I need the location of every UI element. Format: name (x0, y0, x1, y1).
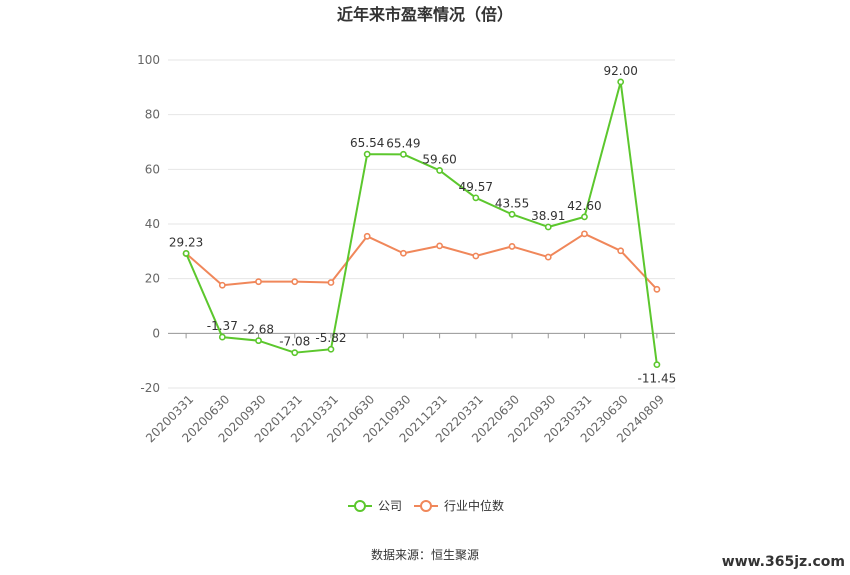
data-label: 29.23 (169, 235, 203, 249)
series-line (185, 80, 658, 365)
data-point[interactable] (508, 210, 516, 218)
data-label: 49.57 (459, 180, 493, 194)
data-point[interactable] (182, 250, 190, 257)
legend-item-company[interactable]: 公司 (348, 499, 402, 513)
data-label: 65.54 (350, 136, 384, 150)
y-tick-label: 100 (137, 53, 160, 67)
y-axis: 100 80 60 40 20 0 -20 (137, 53, 160, 395)
x-axis: 2020033120200630202009302020123120210331… (143, 332, 675, 445)
series-layer: 29.23 -1.37 -2.68 -7.08 -5.82 65.54 65.4959.60… (169, 64, 676, 386)
data-point[interactable] (436, 242, 444, 250)
data-label: 59.60 (422, 152, 456, 166)
data-point[interactable] (255, 337, 262, 345)
legend-label-company: 公司 (378, 499, 402, 513)
data-point[interactable] (472, 194, 480, 202)
source-note: 数据来源：恒生聚源 (371, 547, 479, 562)
data-point[interactable] (617, 247, 625, 255)
y-tick-label: 0 (152, 326, 160, 340)
series-0: 29.23 -1.37 -2.68 -7.08 -5.82 65.54 65.4959.60… (169, 64, 676, 386)
legend[interactable]: 公司 行业中位数 (348, 498, 504, 513)
watermark: www.365jz.com (722, 554, 845, 570)
data-point[interactable] (544, 223, 552, 231)
y-tick-label: 20 (145, 272, 160, 286)
data-point[interactable] (617, 78, 625, 86)
data-point[interactable] (653, 361, 661, 369)
data-point[interactable] (291, 278, 299, 286)
series-line (185, 232, 658, 291)
data-point[interactable] (653, 285, 661, 293)
data-point[interactable] (581, 230, 588, 238)
data-point[interactable] (544, 253, 552, 261)
data-point[interactable] (363, 150, 371, 158)
series-1 (182, 230, 661, 293)
y-tick-label: 60 (145, 162, 160, 176)
data-point[interactable] (399, 150, 407, 158)
data-point[interactable] (508, 243, 516, 250)
data-point[interactable] (327, 279, 335, 286)
data-label: -1.37 (207, 319, 238, 333)
data-label: -7.08 (279, 335, 310, 349)
data-point[interactable] (291, 349, 299, 357)
legend-label-industry-median: 行业中位数 (444, 498, 504, 513)
data-point[interactable] (472, 252, 480, 260)
data-label: 42.60 (567, 199, 601, 213)
data-point[interactable] (436, 167, 444, 174)
data-point[interactable] (255, 278, 262, 286)
data-point[interactable] (218, 281, 226, 289)
data-label: -11.45 (638, 372, 677, 386)
data-point[interactable] (363, 232, 371, 240)
data-label: -5.82 (315, 331, 346, 345)
data-point[interactable] (218, 333, 226, 341)
y-tick-label: 40 (145, 217, 160, 231)
data-label: -2.68 (243, 323, 274, 337)
data-point[interactable] (581, 213, 588, 221)
data-label: 65.49 (386, 136, 420, 150)
y-tick-label: -20 (140, 381, 160, 395)
legend-marker-industry-median (420, 500, 432, 512)
data-point[interactable] (399, 249, 407, 257)
data-label: 43.55 (495, 196, 529, 210)
data-label: 92.00 (603, 64, 637, 78)
chart-title: 近年来市盈率情况（倍） (337, 5, 513, 24)
data-label: 38.91 (531, 209, 565, 223)
y-tick-label: 80 (145, 108, 160, 122)
data-point[interactable] (327, 345, 335, 353)
legend-item-industry-median[interactable]: 行业中位数 (414, 498, 504, 513)
legend-marker-company (354, 500, 366, 512)
